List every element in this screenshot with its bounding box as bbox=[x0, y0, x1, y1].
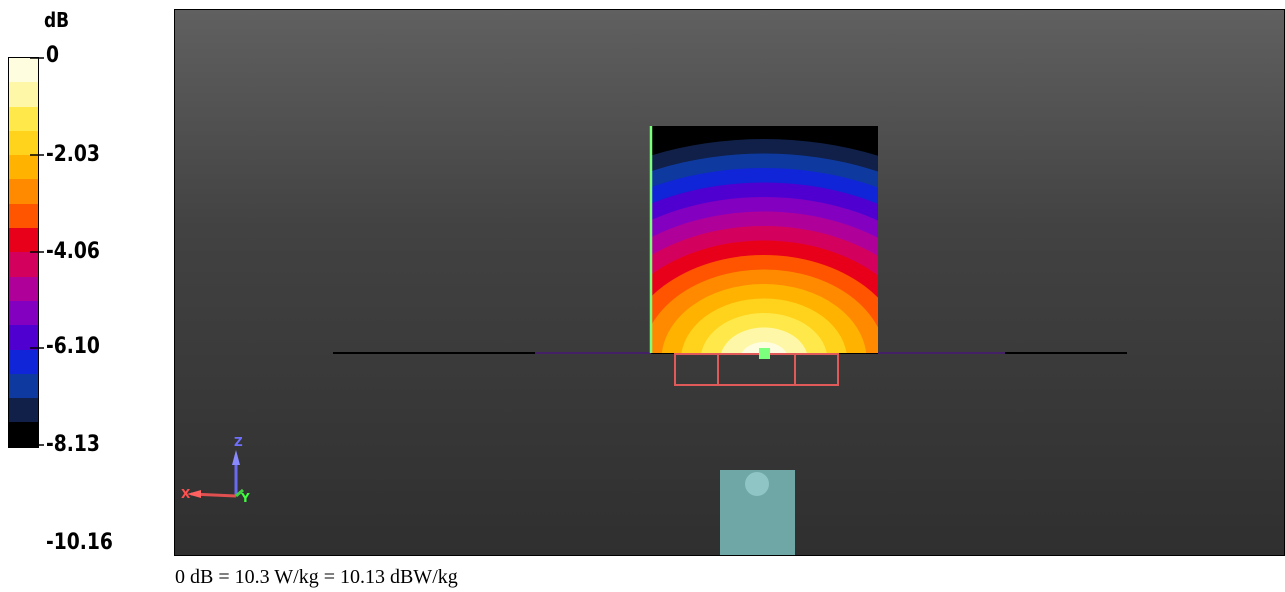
colorbar-band bbox=[9, 130, 38, 156]
legend-unit: dB bbox=[44, 8, 70, 32]
z-axis-label: Z bbox=[234, 435, 243, 449]
sar-reference-caption: 0 dB = 10.3 W/kg = 10.13 dBW/kg bbox=[175, 566, 458, 588]
probe-frame bbox=[674, 353, 839, 386]
sar-distribution-map bbox=[651, 126, 878, 353]
colorbar-band bbox=[9, 155, 38, 180]
colorbar-band bbox=[9, 276, 38, 301]
colorbar bbox=[8, 57, 39, 448]
colorbar-band bbox=[9, 325, 38, 350]
legend-tick-5: -10.16 bbox=[46, 530, 113, 555]
legend-tick-marks bbox=[30, 57, 44, 446]
colorbar-band bbox=[9, 58, 38, 83]
legend-tick-0: 0 bbox=[46, 43, 60, 68]
colorbar-band bbox=[9, 398, 38, 423]
colorbar-band bbox=[9, 300, 38, 326]
colorbar-band bbox=[9, 106, 38, 131]
y-axis-label: Y bbox=[240, 491, 250, 505]
phantom-circle bbox=[745, 472, 769, 496]
x-axis-label: X bbox=[181, 487, 191, 501]
colorbar-band bbox=[9, 373, 38, 399]
sar-scene: Z X Y bbox=[181, 126, 1127, 555]
sar-contour-band bbox=[721, 327, 807, 353]
colorbar-band bbox=[9, 349, 38, 374]
legend-tick-3: -6.10 bbox=[46, 334, 100, 359]
sar-contour-band bbox=[701, 313, 827, 353]
legend-tick-4: -8.13 bbox=[46, 432, 100, 457]
colorbar-band bbox=[9, 82, 38, 107]
3d-viewport[interactable]: Z X Y bbox=[174, 9, 1285, 556]
sar-contour-band bbox=[741, 342, 787, 353]
colorbar-band bbox=[9, 179, 38, 204]
color-legend: dB 0 -2.03 -4.06 -6.10 -8.13 -10.16 bbox=[0, 0, 170, 570]
legend-tick-1: -2.03 bbox=[46, 142, 100, 167]
green-marker bbox=[759, 348, 770, 359]
colorbar-band bbox=[9, 252, 38, 277]
colorbar-band bbox=[9, 228, 38, 253]
axes-triad: Z X Y bbox=[181, 435, 250, 505]
colorbar-band bbox=[9, 422, 38, 447]
legend-tick-2: -4.06 bbox=[46, 239, 100, 264]
colorbar-band bbox=[9, 203, 38, 229]
